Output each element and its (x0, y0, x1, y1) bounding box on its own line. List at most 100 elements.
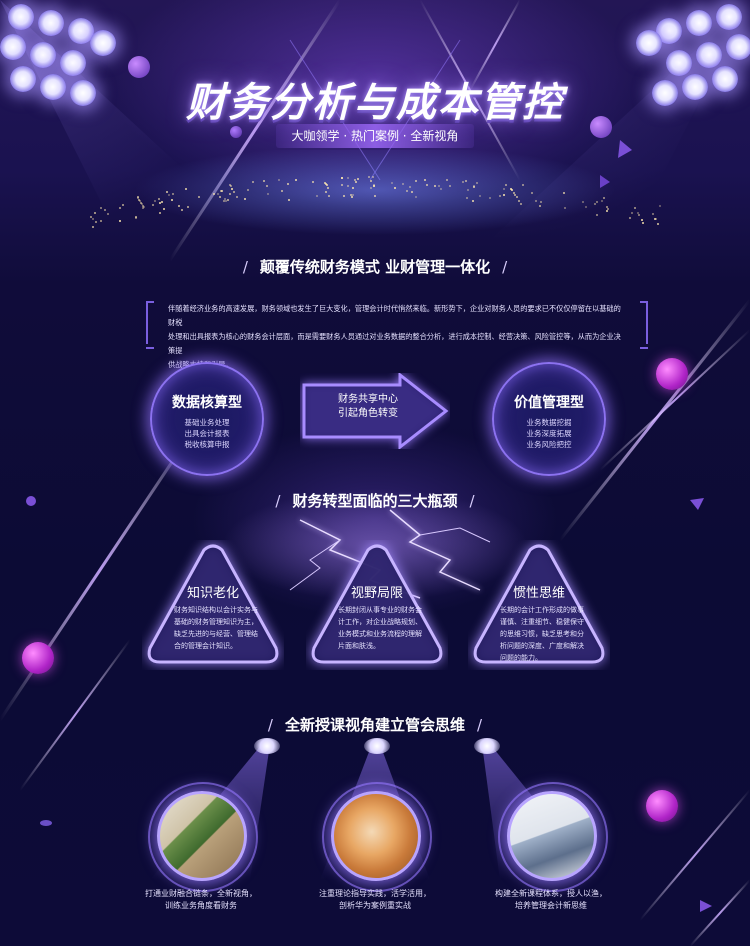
city-light (340, 177, 343, 180)
city-light (106, 213, 109, 216)
city-light (94, 220, 97, 223)
card-line: 长期的会计工作形成的做事 (500, 606, 584, 614)
city-light (654, 218, 657, 221)
city-light (563, 192, 566, 194)
city-light (140, 202, 143, 205)
city-light (229, 185, 232, 188)
city-light (221, 190, 224, 193)
city-light (158, 212, 161, 215)
city-light (135, 216, 138, 219)
city-light (251, 180, 254, 183)
city-light (224, 199, 227, 202)
city-light (640, 218, 643, 221)
city-light (401, 182, 404, 185)
city-light (278, 179, 281, 182)
gem-decoration (590, 116, 612, 138)
city-light (593, 203, 596, 206)
city-light (170, 198, 173, 201)
gem-decoration (26, 496, 36, 506)
city-light (160, 200, 163, 203)
city-light (118, 219, 121, 222)
city-light (540, 200, 543, 203)
circle-title: 数据核算型 (172, 395, 242, 411)
city-light (92, 226, 95, 229)
spotlight-icon (474, 738, 500, 754)
section1-heading-text: 颠覆传统财务模式 业财管理一体化 (259, 258, 491, 276)
city-light (513, 193, 516, 196)
circle-item: 税收核算申报 (184, 440, 230, 449)
circle-item: 业务深度拓展 (526, 429, 572, 438)
city-light (281, 190, 284, 193)
card-line: 析问题的深度、广度和解决 (500, 642, 584, 650)
city-lights-decoration (90, 165, 662, 229)
city-light (449, 185, 452, 188)
city-light (607, 208, 610, 211)
feature-caption: 打通业财融合链条，全新视角， 训练业务角度看财务 (136, 888, 266, 912)
arrow-label-line: 引起角色转变 (338, 408, 398, 419)
city-light (141, 206, 144, 209)
section3-heading: / 全新授课视角建立管会思维 / (267, 716, 483, 734)
city-light (142, 204, 145, 207)
city-light (185, 188, 188, 191)
city-light (351, 196, 354, 199)
city-light (357, 177, 360, 180)
circle-item: 出具会计报表 (184, 429, 230, 438)
city-light (223, 198, 226, 201)
card-line: 财务知识结构以会计实务与 (174, 606, 258, 614)
city-light (229, 192, 232, 195)
city-light (390, 182, 393, 185)
hero-tagline: 大咖领学 · 热门案例 · 全新视角 (276, 124, 474, 148)
photo-ring (148, 782, 258, 892)
city-light (226, 199, 229, 201)
city-light (445, 178, 448, 181)
city-light (346, 184, 349, 187)
section3-heading-text: 全新授课视角建立管会思维 (284, 716, 465, 734)
feature-caption: 注重理论指导实践，活学活用， 剖析华为案例重实战 (310, 888, 440, 912)
bottleneck-card-vision (311, 544, 443, 664)
city-light (171, 193, 174, 196)
city-light (122, 204, 125, 207)
city-light (489, 196, 492, 199)
city-light (511, 189, 514, 192)
city-light (630, 212, 633, 215)
city-light (512, 192, 515, 195)
city-light (510, 187, 513, 190)
feature-caption: 构建全新课程体系，授人以渔， 培养管理会计新思维 (486, 888, 616, 912)
city-light (232, 191, 235, 194)
city-light (563, 206, 566, 209)
city-light (154, 200, 157, 203)
city-light (505, 183, 507, 186)
city-light (197, 195, 200, 198)
city-light (103, 209, 106, 212)
city-light (638, 213, 641, 216)
card-title: 视野局限 (350, 586, 403, 601)
card-text: 长期封闭从事专业的财务会 计工作，对企业战略规划、 业务模式和业务流程的理解 片… (338, 604, 434, 652)
city-light (137, 197, 140, 200)
city-light (326, 186, 329, 189)
city-light (354, 180, 357, 183)
card-line: 片面和肤浅。 (338, 642, 380, 650)
city-light (162, 207, 165, 210)
card-line: 问题的能力。 (500, 654, 542, 662)
caption-line: 构建全新课程体系，授人以渔， (495, 889, 607, 898)
arrow-label: 财务共享中心 引起角色转变 (318, 393, 418, 421)
city-light (606, 209, 609, 212)
city-light (286, 182, 289, 185)
city-light (352, 194, 355, 197)
city-light (373, 184, 376, 187)
city-light (472, 184, 475, 187)
city-light (326, 184, 329, 187)
city-light (315, 194, 318, 197)
gem-decoration (22, 642, 54, 674)
city-light (437, 184, 440, 187)
city-light (502, 193, 505, 196)
caption-line: 训练业务角度看财务 (165, 901, 237, 910)
bottleneck-card-knowledge (147, 544, 279, 664)
city-light (409, 186, 412, 189)
city-light (629, 216, 632, 219)
transition-arrow-icon (302, 373, 449, 449)
city-light (346, 177, 349, 180)
page-title: 财务分析与成本管控 (186, 80, 564, 126)
card-line: 基础的财务管理知识为主， (174, 618, 258, 626)
city-light (370, 180, 373, 183)
